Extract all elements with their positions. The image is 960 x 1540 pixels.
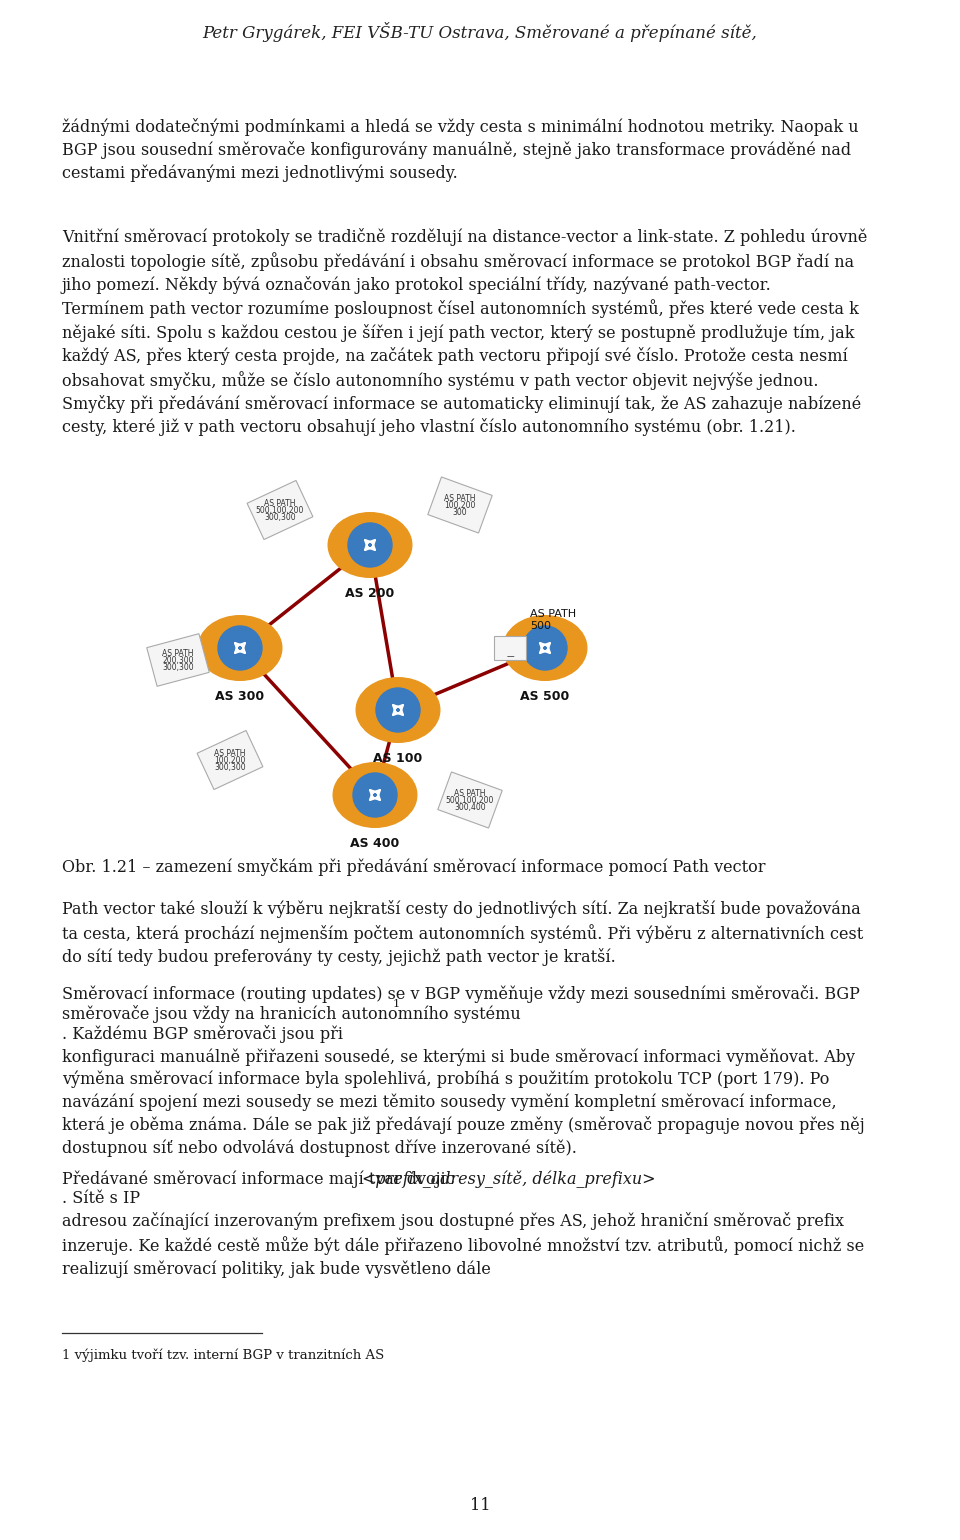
FancyBboxPatch shape <box>438 772 502 829</box>
Text: <prefix_adresy_sítě, délka_prefixu>: <prefix_adresy_sítě, délka_prefixu> <box>362 1170 656 1187</box>
Text: 300,300: 300,300 <box>214 762 246 772</box>
Text: 500,100,200: 500,100,200 <box>255 507 304 514</box>
Text: AS PATH: AS PATH <box>162 648 194 658</box>
Text: AS 500: AS 500 <box>520 690 569 704</box>
Ellipse shape <box>356 678 440 742</box>
Text: 500,100,200: 500,100,200 <box>445 796 494 805</box>
FancyBboxPatch shape <box>247 480 313 539</box>
Text: 100,200: 100,200 <box>214 756 246 765</box>
Circle shape <box>348 524 392 567</box>
Text: 300: 300 <box>453 508 468 517</box>
Text: 1 výjimku tvoří tzv. interní BGP v tranzitních AS: 1 výjimku tvoří tzv. interní BGP v tranz… <box>62 1348 384 1361</box>
Text: 300,300: 300,300 <box>264 513 296 522</box>
Ellipse shape <box>198 616 282 681</box>
Text: Vnitřní směrovací protokoly se tradičně rozdělují na distance-vector a link-stat: Vnitřní směrovací protokoly se tradičně … <box>62 228 868 436</box>
Circle shape <box>523 625 567 670</box>
Text: . Každému BGP směrovači jsou při
konfiguraci manuálně přiřazeni sousedé, se kter: . Každému BGP směrovači jsou při konfigu… <box>62 1026 865 1157</box>
Text: 300,300: 300,300 <box>162 664 194 671</box>
Text: AS PATH: AS PATH <box>214 748 246 758</box>
Text: Předávané směrovací informace mají tvar dvojic: Předávané směrovací informace mají tvar … <box>62 1170 460 1187</box>
Text: AS PATH: AS PATH <box>264 499 296 508</box>
Text: AS 100: AS 100 <box>373 752 422 765</box>
Text: 300,400: 300,400 <box>454 802 486 812</box>
Text: AS 400: AS 400 <box>350 838 399 850</box>
Text: 100,200: 100,200 <box>444 500 476 510</box>
Circle shape <box>353 773 397 818</box>
Ellipse shape <box>333 762 417 827</box>
Text: 200,300: 200,300 <box>162 656 194 665</box>
Text: AS 200: AS 200 <box>346 587 395 601</box>
Text: AS PATH: AS PATH <box>454 788 486 798</box>
Text: Petr Grygárek, FEI VŠB-TU Ostrava, Směrované a přepínané sítě,: Petr Grygárek, FEI VŠB-TU Ostrava, Směro… <box>203 22 757 42</box>
Text: . Sítě s IP
adresou začínající inzerovaným prefixem jsou dostupné přes AS, jehož: . Sítě s IP adresou začínající inzerovan… <box>62 1190 864 1278</box>
Text: —: — <box>506 651 514 661</box>
FancyBboxPatch shape <box>494 636 526 661</box>
FancyBboxPatch shape <box>197 730 263 790</box>
Text: 1: 1 <box>393 999 399 1009</box>
Text: Path vector také slouží k výběru nejkratší cesty do jednotlivých sítí. Za nejkra: Path vector také slouží k výběru nejkrat… <box>62 899 863 966</box>
FancyBboxPatch shape <box>147 633 209 687</box>
FancyBboxPatch shape <box>428 477 492 533</box>
Text: žádnými dodatečnými podmínkami a hledá se vždy cesta s minimální hodnotou metrik: žádnými dodatečnými podmínkami a hledá s… <box>62 119 858 182</box>
Circle shape <box>218 625 262 670</box>
Text: 11: 11 <box>469 1497 491 1514</box>
Ellipse shape <box>503 616 587 681</box>
Text: směrovače jsou vždy na hranicích autonomního systému: směrovače jsou vždy na hranicích autonom… <box>62 1006 520 1023</box>
Text: AS PATH
500: AS PATH 500 <box>530 610 576 631</box>
Text: Obr. 1.21 – zamezení smyčkám při předávání směrovací informace pomocí Path vecto: Obr. 1.21 – zamezení smyčkám při předává… <box>62 858 765 876</box>
Ellipse shape <box>328 513 412 578</box>
Text: Směrovací informace (routing updates) se v BGP vyměňuje vždy mezi sousedními smě: Směrovací informace (routing updates) se… <box>62 986 860 1003</box>
Circle shape <box>376 688 420 732</box>
Text: AS PATH: AS PATH <box>444 494 476 504</box>
Text: AS 300: AS 300 <box>215 690 265 704</box>
